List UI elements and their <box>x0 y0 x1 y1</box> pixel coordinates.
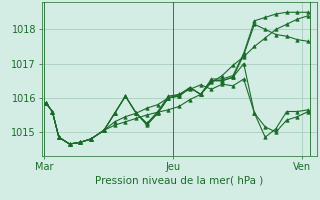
X-axis label: Pression niveau de la mer( hPa ): Pression niveau de la mer( hPa ) <box>95 176 263 186</box>
